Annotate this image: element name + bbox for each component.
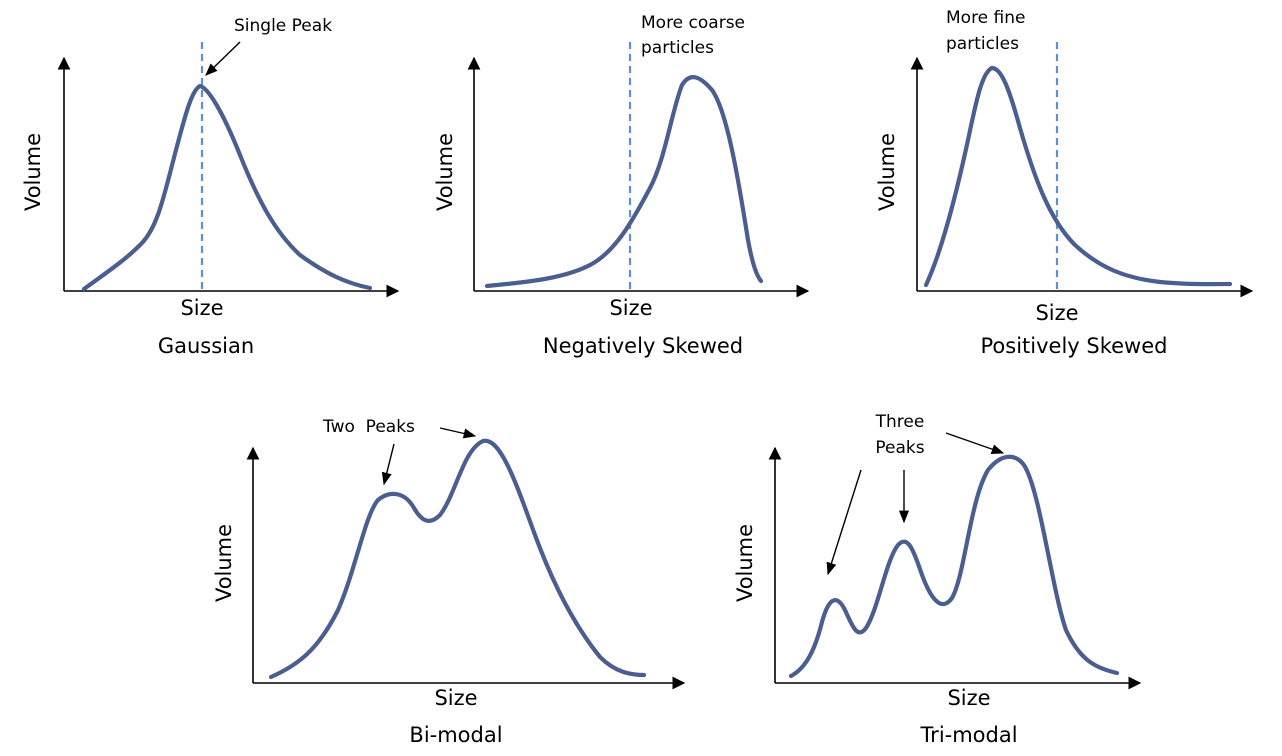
positive-annotation-line1: More fine	[946, 8, 1026, 28]
trimodal-arrow-left	[826, 469, 862, 576]
panel-gaussian: Single Peak Volume Size Gaussian	[21, 16, 400, 358]
negative-skew-curve	[484, 75, 764, 289]
negative-annotation-line1: More coarse	[641, 13, 745, 33]
trimodal-x-label: Size	[947, 686, 990, 710]
positive-skew-curve	[923, 65, 1233, 288]
negative-y-label: Volume	[433, 133, 457, 211]
gaussian-annotation-arrow	[205, 41, 241, 76]
gaussian-curve	[81, 83, 373, 292]
bimodal-curve	[268, 438, 647, 680]
trimodal-title: Tri-modal	[919, 723, 1017, 747]
bimodal-arrow-left	[381, 443, 395, 486]
bimodal-annotation: Two Peaks	[322, 417, 415, 437]
positive-annotation-line2: particles	[946, 34, 1019, 54]
bimodal-y-label: Volume	[212, 524, 236, 602]
positive-x-label: Size	[1035, 301, 1078, 325]
gaussian-annotation: Single Peak	[234, 16, 332, 36]
trimodal-annotation-line2: Peaks	[875, 438, 924, 458]
panel-negatively-skewed: More coarse particles Volume Size Negati…	[433, 13, 810, 358]
negative-title: Negatively Skewed	[543, 334, 743, 358]
trimodal-curve	[788, 454, 1120, 679]
negative-x-label: Size	[609, 296, 652, 320]
positive-title: Positively Skewed	[981, 334, 1168, 358]
trimodal-annotation-line1: Three	[875, 412, 925, 432]
positive-y-label: Volume	[875, 133, 899, 211]
negative-annotation-line2: particles	[641, 38, 714, 58]
panel-positively-skewed: More fine particles Volume Size Positive…	[875, 8, 1254, 358]
bimodal-arrow-right	[439, 427, 477, 439]
panel-trimodal: Three Peaks Volume Size Tri-modal	[733, 412, 1142, 747]
bimodal-x-label: Size	[434, 686, 477, 710]
trimodal-arrow-right	[945, 432, 1005, 455]
gaussian-title: Gaussian	[158, 334, 254, 358]
gaussian-y-label: Volume	[21, 133, 45, 211]
panel-bimodal: Two Peaks Volume Size Bi-modal	[212, 417, 686, 747]
trimodal-y-label: Volume	[733, 524, 757, 602]
gaussian-x-label: Size	[180, 296, 223, 320]
bimodal-title: Bi-modal	[409, 723, 502, 747]
